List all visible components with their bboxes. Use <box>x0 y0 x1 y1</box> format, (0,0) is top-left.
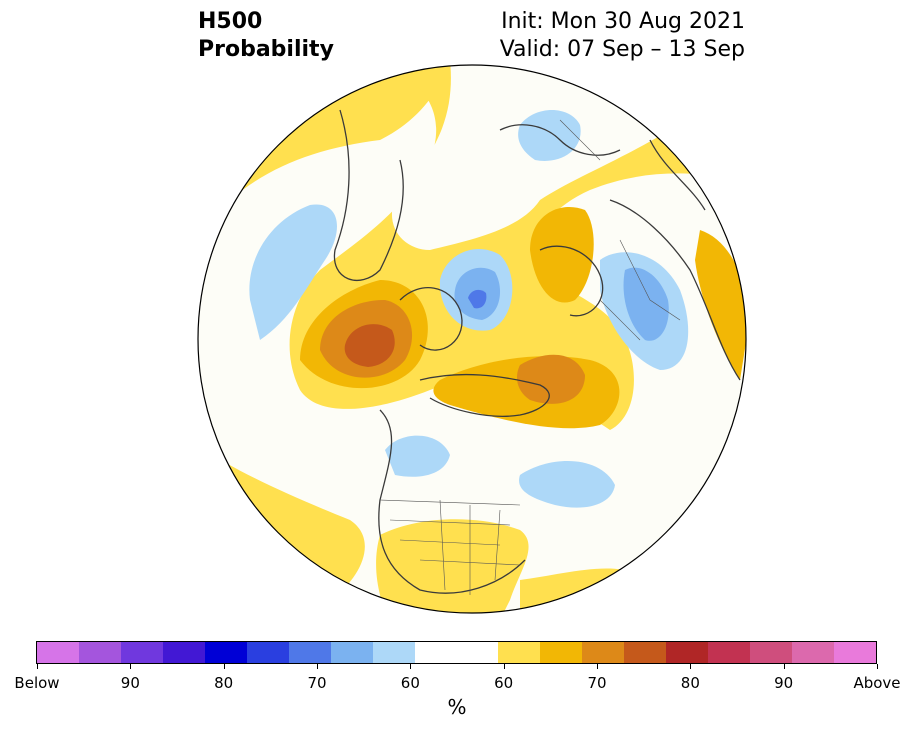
colorbar-tick-label: Below <box>14 674 60 692</box>
colorbar-tick-label: 80 <box>214 674 234 692</box>
colorbar-segment <box>162 642 205 663</box>
colorbar-tick <box>783 664 785 669</box>
colorbar-tick <box>223 664 225 669</box>
colorbar-segment <box>330 642 373 663</box>
colorbar-segment <box>792 642 835 663</box>
colorbar-segment <box>708 642 751 663</box>
colorbar-tick <box>410 664 412 669</box>
colorbar-tick-label: 90 <box>120 674 140 692</box>
colorbar-tick-label: Above <box>853 674 901 692</box>
colorbar-segment <box>666 642 709 663</box>
colorbar-tick <box>597 664 598 669</box>
colorbar-tick <box>690 664 692 669</box>
colorbar-tick <box>317 664 318 669</box>
colorbar-segment <box>246 642 289 663</box>
colorbar-segment <box>834 642 877 663</box>
title-right: Init: Mon 30 Aug 2021 Valid: 07 Sep – 13… <box>500 8 745 64</box>
colorbar-segment <box>78 642 121 663</box>
colorbar-tick-label: 70 <box>587 674 607 692</box>
colorbar-segment <box>582 642 625 663</box>
colorbar-segment <box>204 642 247 663</box>
colorbar-segment <box>498 642 541 663</box>
title-field: H500 <box>198 9 263 34</box>
political-borders <box>379 119 681 595</box>
colorbar-segment <box>120 642 163 663</box>
colorbar-segment <box>624 642 667 663</box>
colorbar-segment <box>288 642 331 663</box>
colorbar <box>36 641 877 664</box>
title-type: Probability <box>198 37 334 62</box>
title-left: H500 Probability <box>198 8 334 64</box>
valid-range: Valid: 07 Sep – 13 Sep <box>499 37 745 62</box>
colorbar-tick-label: 80 <box>680 674 700 692</box>
probability-shading <box>198 65 746 613</box>
colorbar-segment <box>414 642 457 663</box>
coastlines <box>333 109 741 594</box>
colorbar-tick <box>130 664 132 669</box>
colorbar-segment <box>456 642 499 663</box>
polar-map <box>197 64 747 614</box>
colorbar-tick-label: 60 <box>494 674 514 692</box>
colorbar-segment <box>540 642 583 663</box>
colorbar-tick-label: 70 <box>307 674 327 692</box>
colorbar-segment <box>37 642 79 663</box>
colorbar-tick <box>37 664 38 669</box>
colorbar-segment <box>750 642 793 663</box>
colorbar-tick-label: 60 <box>400 674 420 692</box>
colorbar-tick-label: 90 <box>774 674 794 692</box>
colorbar-tick <box>877 664 878 669</box>
colorbar-segment <box>372 642 415 663</box>
map-boundary <box>197 64 747 614</box>
colorbar-tick <box>503 664 505 669</box>
colorbar-unit: % <box>447 695 467 719</box>
init-date: Init: Mon 30 Aug 2021 <box>501 9 745 34</box>
